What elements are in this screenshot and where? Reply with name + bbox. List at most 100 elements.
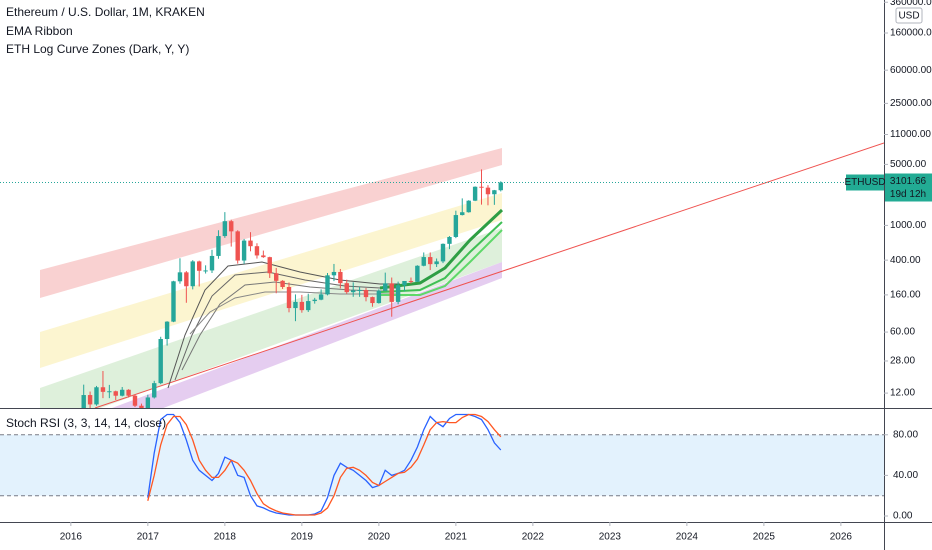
- y-tick-label: 160.00: [890, 290, 921, 301]
- y-tick-label: 0.00: [893, 511, 913, 522]
- candle-body: [318, 294, 324, 300]
- stoch-line: [147, 413, 502, 516]
- candle-body: [241, 240, 247, 261]
- ema-line: [380, 229, 503, 296]
- x-tick-label: 2018: [214, 532, 237, 543]
- y-tick-label: 400.00: [890, 255, 921, 266]
- x-tick-label: 2017: [137, 532, 160, 543]
- price-badge: [885, 173, 932, 202]
- candle-body: [389, 283, 394, 302]
- zone-purple: [112, 262, 502, 408]
- y-tick-label: 360000.00: [890, 0, 932, 8]
- candle-body: [235, 231, 240, 261]
- candle-body: [203, 270, 208, 272]
- candle-body: [145, 397, 151, 408]
- candle-body: [402, 280, 407, 286]
- candle-body: [261, 255, 266, 258]
- x-tick-label: 2016: [60, 532, 83, 543]
- indicator-label: EMA Ribbon: [6, 24, 73, 38]
- x-tick-label: 2020: [368, 532, 391, 543]
- candle-body: [492, 190, 497, 195]
- candle-body: [274, 273, 279, 281]
- stoch-title: Stoch RSI (3, 3, 14, 14, close): [6, 416, 166, 430]
- candle-body: [293, 301, 298, 309]
- y-tick-label: 11000.00: [890, 129, 931, 140]
- currency-badge[interactable]: [895, 7, 923, 24]
- zone-green: [40, 228, 502, 408]
- candle-body: [184, 272, 189, 287]
- log-curve-zones: [40, 142, 884, 408]
- x-tick-label: 2022: [522, 532, 545, 543]
- countdown-label: 19d 12h: [890, 189, 926, 200]
- log-curve-line: [94, 142, 884, 408]
- candle-body: [100, 387, 106, 392]
- y-tick-label: 25000.00: [890, 98, 932, 109]
- candle-body: [383, 283, 388, 291]
- candle-body: [132, 395, 138, 406]
- candle-body: [152, 383, 157, 398]
- candle-body: [460, 212, 465, 216]
- candle-body: [286, 287, 292, 309]
- candle-body: [331, 271, 337, 276]
- candle-body: [107, 391, 112, 393]
- candle-body: [126, 389, 131, 396]
- candle-body: [254, 246, 260, 256]
- candle-body: [325, 275, 330, 295]
- candle-body: [222, 221, 228, 237]
- candles: [81, 169, 503, 408]
- candle-body: [171, 281, 176, 322]
- ema-line: [181, 281, 400, 371]
- candle-body: [120, 389, 125, 396]
- ema-line: [167, 261, 400, 389]
- candle-body: [351, 290, 356, 293]
- candle-body: [440, 243, 446, 262]
- candle-body: [421, 257, 426, 266]
- y-tick-label: 160000.00: [890, 28, 932, 39]
- candle-body: [306, 301, 311, 311]
- ema-line: [379, 221, 503, 293]
- candle-body: [94, 387, 99, 405]
- symbol-label: ETHUSD: [844, 177, 885, 188]
- candle-body: [395, 285, 401, 302]
- candle-body: [312, 299, 317, 302]
- candle-body: [81, 395, 86, 408]
- candle-body: [479, 186, 484, 188]
- stoch-line: [147, 413, 502, 516]
- indicator-label: ETH Log Curve Zones (Dark, Y, Y): [6, 42, 189, 56]
- ema-ribbon: [167, 208, 504, 389]
- candle-body: [177, 272, 183, 282]
- candle-body: [453, 215, 459, 237]
- x-tick-label: 2023: [599, 532, 622, 543]
- x-tick-label: 2025: [753, 532, 776, 543]
- candle-body: [408, 280, 414, 282]
- candle-body: [280, 280, 285, 288]
- candle-body: [299, 301, 305, 311]
- candle-body: [164, 321, 170, 339]
- last-price-label: 3101.66: [890, 176, 927, 187]
- candle-body: [357, 290, 362, 292]
- candle-body: [485, 187, 491, 195]
- chart-title: Ethereum / U.S. Dollar, 1M, KRAKEN: [6, 5, 205, 19]
- candle-body: [229, 221, 234, 232]
- y-tick-label: 5000.00: [890, 159, 927, 170]
- candle-body: [209, 255, 215, 271]
- candle-body: [363, 290, 369, 298]
- candle-body: [376, 290, 382, 304]
- candle-body: [338, 271, 343, 284]
- y-tick-label: 40.00: [893, 470, 918, 481]
- x-tick-label: 2026: [830, 532, 853, 543]
- zone-red: [40, 148, 502, 298]
- stoch-pane: [0, 413, 884, 516]
- candle-body: [428, 257, 433, 265]
- candle-body: [197, 261, 202, 271]
- candle-body: [434, 261, 439, 265]
- currency-label: USD: [898, 11, 919, 22]
- ema-line: [189, 291, 400, 335]
- x-tick-label: 2021: [445, 532, 468, 543]
- y-tick-label: 28.00: [890, 356, 915, 367]
- x-tick-label: 2019: [291, 532, 314, 543]
- y-tick-label: 12.00: [890, 388, 915, 399]
- candle-body: [216, 236, 221, 256]
- candle-body: [415, 265, 420, 282]
